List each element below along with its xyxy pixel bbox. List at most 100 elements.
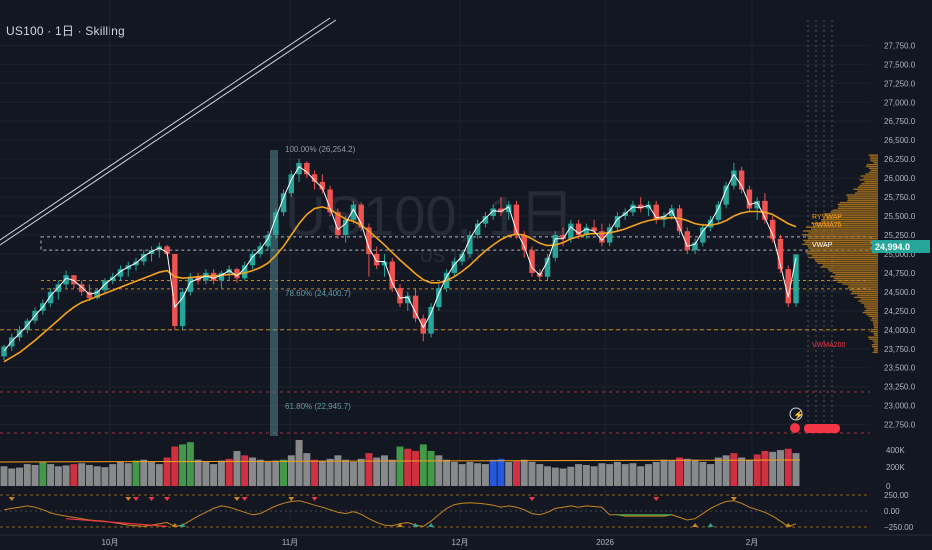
profile-bar xyxy=(868,316,878,317)
profile-bar xyxy=(840,202,878,203)
profile-bar xyxy=(836,280,878,281)
volume-bar xyxy=(738,458,745,486)
y-tick-label: 23,250.0 xyxy=(884,383,916,392)
profile-bar xyxy=(866,314,878,315)
candle-body xyxy=(607,227,612,242)
profile-bar xyxy=(851,293,878,294)
profile-bar xyxy=(873,162,878,163)
volume-bar xyxy=(661,460,668,486)
flag-icon xyxy=(790,423,800,433)
volume-axis: 400K200K0 xyxy=(886,446,905,491)
profile-bar xyxy=(808,232,878,233)
signal-marker xyxy=(164,497,170,501)
osc-tick-label: −250.00 xyxy=(884,523,914,532)
profile-bar xyxy=(803,230,878,231)
profile-bar xyxy=(858,300,878,301)
volume-bar xyxy=(171,447,178,486)
fib-618-label: 61.80% (22,945.7) xyxy=(285,402,351,411)
volume-bar xyxy=(257,460,264,486)
profile-bar xyxy=(852,291,878,292)
signal-marker xyxy=(428,523,434,527)
oscillator-pane[interactable] xyxy=(0,495,870,527)
volume-bar xyxy=(133,461,140,486)
volume-bar xyxy=(350,462,357,486)
profile-bar xyxy=(867,164,878,165)
volume-bar xyxy=(125,463,132,486)
profile-bar xyxy=(855,192,878,193)
vwap-label: VWAP xyxy=(812,242,833,249)
profile-bar xyxy=(874,325,878,326)
profile-bar xyxy=(812,255,878,256)
volume-bar xyxy=(8,468,15,486)
candle-body xyxy=(467,235,472,254)
y-tick-label: 23,500.0 xyxy=(884,364,916,373)
volume-bar xyxy=(404,449,411,486)
profile-bar xyxy=(828,268,878,269)
y-tick-label: 27,000.0 xyxy=(884,98,916,107)
signal-marker xyxy=(692,523,698,527)
volume-bar xyxy=(606,464,613,486)
volume-bar xyxy=(86,465,93,486)
y-tick-label: 26,750.0 xyxy=(884,117,916,126)
profile-bar xyxy=(848,198,878,199)
volume-bar xyxy=(466,462,473,486)
volume-bar xyxy=(692,460,699,486)
profile-bar xyxy=(871,170,878,171)
profile-bar xyxy=(870,160,878,161)
profile-bar xyxy=(871,329,878,330)
profile-bar xyxy=(861,175,878,176)
last-price-tag: 24,994.0 xyxy=(872,240,930,253)
volume-bar xyxy=(645,464,652,486)
volume-bar xyxy=(785,449,792,486)
y-tick-label: 26,500.0 xyxy=(884,136,916,145)
profile-bar xyxy=(848,285,878,286)
signal-marker xyxy=(149,497,155,501)
fib-100-label: 100.00% (26,254.2) xyxy=(285,145,356,154)
profile-bar xyxy=(864,304,878,305)
volume-bar xyxy=(412,451,419,486)
profile-bar xyxy=(872,344,878,345)
flag-stack-icon xyxy=(804,424,840,433)
volume-bar xyxy=(148,462,155,486)
profile-bar xyxy=(823,264,878,265)
volume-bar xyxy=(474,463,481,486)
y-tick-label: 24,000.0 xyxy=(884,326,916,335)
volume-bar xyxy=(94,466,101,486)
profile-bar xyxy=(873,321,878,322)
profile-bar xyxy=(873,352,878,353)
volume-tick-label: 200K xyxy=(886,463,905,472)
volume-pane[interactable] xyxy=(0,440,800,486)
profile-bar xyxy=(874,342,878,343)
volume-bar xyxy=(622,464,629,486)
volume-bar xyxy=(451,462,458,486)
y-tick-label: 25,500.0 xyxy=(884,212,916,221)
osc-divergence xyxy=(66,519,167,527)
volume-bar xyxy=(746,460,753,486)
profile-bar xyxy=(814,259,878,260)
volume-bar xyxy=(482,464,489,486)
price-axis[interactable]: 27,750.0 27,500.0 27,250.0 27,000.0 26,750.0… xyxy=(884,41,916,429)
profile-bar xyxy=(808,238,878,239)
signal-marker xyxy=(529,497,535,501)
y-tick-label: 26,000.0 xyxy=(884,174,916,183)
time-axis[interactable]: 10月 11月 12月 2026 2月 xyxy=(0,535,932,547)
volume-bar xyxy=(47,464,54,486)
profile-bar xyxy=(864,306,878,307)
volume-bar xyxy=(218,461,225,486)
volume-bar xyxy=(311,460,318,486)
volume-tick-label: 400K xyxy=(886,446,905,455)
profile-bar xyxy=(857,190,878,191)
volume-bar xyxy=(187,442,194,486)
x-tick-label: 2月 xyxy=(746,538,758,547)
volume-bar xyxy=(536,464,543,486)
volume-bar xyxy=(637,466,644,486)
oscillator-axis: 250.000.00−250.00 xyxy=(884,491,914,532)
y-tick-label: 23,750.0 xyxy=(884,345,916,354)
volume-bar xyxy=(280,460,287,486)
volume-bar xyxy=(334,455,341,486)
profile-bar xyxy=(837,281,878,282)
profile-bar xyxy=(869,168,878,169)
volume-bar xyxy=(435,455,442,486)
profile-bar xyxy=(838,208,878,209)
